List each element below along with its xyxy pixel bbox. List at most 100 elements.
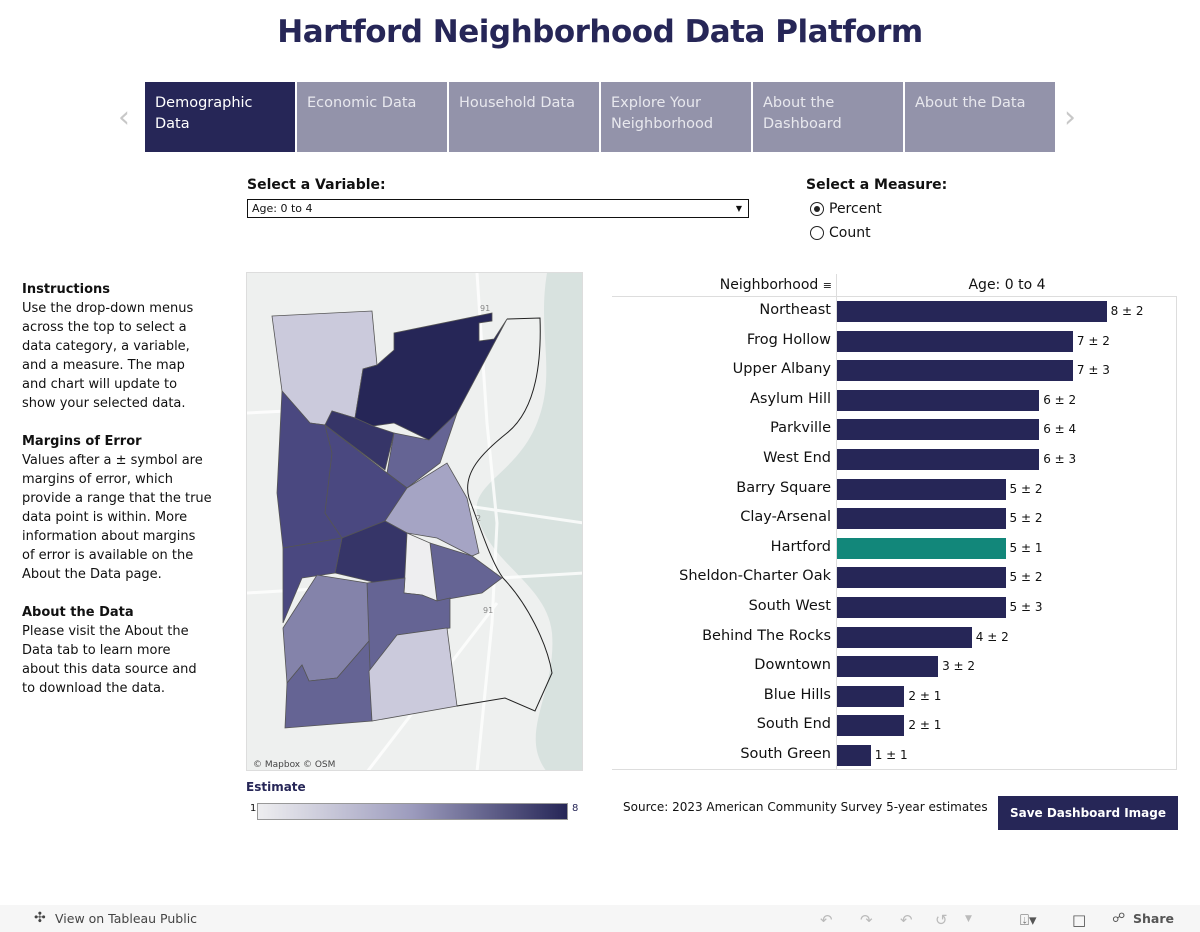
region-south-green[interactable] xyxy=(403,532,438,602)
tab-about-dashboard[interactable]: About the Dashboard xyxy=(753,82,903,152)
region-downtown[interactable] xyxy=(384,462,480,557)
save-dashboard-image-button[interactable]: Save Dashboard Image xyxy=(998,796,1178,830)
bar-upper-albany[interactable] xyxy=(837,360,1073,382)
share-icon[interactable]: ☍ xyxy=(1112,911,1126,926)
revert-icon[interactable]: ↶ xyxy=(900,911,913,929)
bar-asylum-hill[interactable] xyxy=(837,389,1040,411)
bar-value-label: 4 ± 2 xyxy=(975,629,1009,644)
bar-value-label: 5 ± 2 xyxy=(1009,570,1043,585)
row-label: Asylum Hill xyxy=(750,390,831,407)
variable-dropdown[interactable]: Age: 0 to 4 ▼ xyxy=(247,199,749,218)
tab-demographic-data[interactable]: Demographic Data xyxy=(145,82,295,152)
row-label: West End xyxy=(763,450,831,466)
row-label: South Green xyxy=(740,746,831,762)
road-label-i91: 91 xyxy=(480,304,490,313)
bar-parkville[interactable] xyxy=(837,419,1040,441)
bar-clay-arsenal[interactable] xyxy=(837,508,1006,530)
legend-min: 1 xyxy=(250,803,257,814)
bar-west-end[interactable] xyxy=(837,449,1040,470)
bar-blue-hills[interactable] xyxy=(837,685,905,707)
legend-max: 8 xyxy=(572,803,579,814)
refresh-icon[interactable]: ↺ xyxy=(935,911,948,929)
measure-label: Select a Measure: xyxy=(806,177,948,193)
tab-economic-data[interactable]: Economic Data xyxy=(297,82,447,152)
bar-value-label: 6 ± 4 xyxy=(1043,422,1077,437)
bar-barry-square[interactable] xyxy=(837,478,1006,500)
river xyxy=(476,273,582,770)
row-label: Frog Hollow xyxy=(746,331,831,348)
undo-icon[interactable]: ↶ xyxy=(820,911,833,929)
region-south-end[interactable] xyxy=(368,627,458,722)
tableau-toolbar: ✣ View on Tableau Public ↶ ↷ ↶ ↺ ▼ ⍗▾ □ … xyxy=(0,905,1200,932)
download-icon[interactable]: ⍗▾ xyxy=(1020,911,1037,929)
variable-value: Age: 0 to 4 xyxy=(252,202,313,215)
row-label: Clay-Arsenal xyxy=(740,509,831,526)
tab-about-data[interactable]: About the Data xyxy=(905,82,1055,152)
map-attribution: © Mapbox © OSM xyxy=(253,760,335,770)
legend-title: Estimate xyxy=(246,780,306,794)
row-label: Upper Albany xyxy=(732,361,831,378)
bar-south-end[interactable] xyxy=(837,715,905,737)
bar-sheldon-charter-oak[interactable] xyxy=(837,567,1006,589)
bar-northeast[interactable] xyxy=(837,301,1107,322)
bar-value-label: 8 ± 2 xyxy=(1110,304,1144,318)
radio-selected-icon xyxy=(810,202,824,216)
bar-south-green[interactable] xyxy=(837,745,871,766)
redo-icon[interactable]: ↷ xyxy=(860,911,873,929)
row-label: Blue Hills xyxy=(763,686,831,703)
radio-percent-label: Percent xyxy=(829,201,882,217)
bar-frog-hollow[interactable] xyxy=(837,330,1073,352)
neighborhood-map[interactable]: © Mapbox © OSM 91 2 91 xyxy=(246,272,583,771)
about-text: Please visit the About the Data tab to l… xyxy=(22,624,197,696)
tab-household-data[interactable]: Household Data xyxy=(449,82,599,152)
bar-behind-the-rocks[interactable] xyxy=(837,626,972,648)
region-south-west[interactable] xyxy=(284,639,373,729)
tableau-logo-icon: ✣ xyxy=(34,910,46,926)
bar-value-label: 6 ± 3 xyxy=(1043,452,1077,466)
row-label: Downtown xyxy=(754,657,831,674)
variable-label: Select a Variable: xyxy=(247,177,386,193)
row-label: Hartford xyxy=(770,538,831,555)
bar-value-label: 1 ± 1 xyxy=(874,748,908,762)
tab-explore-neighborhood[interactable]: Explore Your Neighborhood xyxy=(601,82,751,152)
refresh-dropdown-icon[interactable]: ▼ xyxy=(965,914,972,924)
bar-value-label: 5 ± 2 xyxy=(1009,481,1043,496)
row-label: Northeast xyxy=(759,302,831,318)
bar-value-label: 6 ± 2 xyxy=(1043,392,1077,407)
neighborhood-column-header[interactable]: Neighborhood ≡ xyxy=(719,277,832,293)
bar-south-west[interactable] xyxy=(837,597,1006,618)
tabs-next-arrow-icon[interactable]: › xyxy=(1064,100,1076,135)
radio-count[interactable]: Count xyxy=(810,225,871,241)
about-heading: About the Data xyxy=(22,605,134,620)
bar-hartford[interactable] xyxy=(837,537,1006,559)
city-boundary xyxy=(456,317,553,712)
fullscreen-icon[interactable]: □ xyxy=(1072,911,1087,929)
chart-divider xyxy=(836,274,837,770)
road-label-i91-south: 91 xyxy=(483,606,493,615)
row-label: Sheldon-Charter Oak xyxy=(679,568,831,585)
bar-value-label: 5 ± 2 xyxy=(1009,511,1043,526)
bar-value-label: 2 ± 1 xyxy=(908,688,942,703)
bar-value-label: 5 ± 3 xyxy=(1009,600,1043,614)
bar-value-label: 2 ± 1 xyxy=(908,718,942,733)
row-label: Parkville xyxy=(770,420,831,437)
source-note: Source: 2023 American Community Survey 5… xyxy=(623,800,988,814)
radio-percent[interactable]: Percent xyxy=(810,201,882,217)
value-column-header: Age: 0 to 4 xyxy=(968,277,1046,293)
bar-value-label: 5 ± 1 xyxy=(1009,540,1043,555)
bar-chart: Northeast 8 ± 2 Frog Hollow 7 ± 2 Upper Alba… xyxy=(612,297,1177,770)
sort-icon[interactable]: ≡ xyxy=(822,279,832,292)
row-label: Behind The Rocks xyxy=(702,627,831,644)
page-title: Hartford Neighborhood Data Platform xyxy=(277,14,923,50)
view-on-tableau-link[interactable]: View on Tableau Public xyxy=(55,911,198,926)
bar-value-label: 7 ± 2 xyxy=(1076,333,1110,348)
row-label: Barry Square xyxy=(736,479,831,496)
tabs-prev-arrow-icon[interactable]: ‹ xyxy=(118,100,130,135)
moe-heading: Margins of Error xyxy=(22,434,142,449)
bar-downtown[interactable] xyxy=(837,656,939,678)
sidebar-instructions: Instructions Use the drop-down menus acr… xyxy=(22,280,212,717)
dropdown-arrow-icon: ▼ xyxy=(735,204,742,213)
instructions-text: Use the drop-down menus across the top t… xyxy=(22,301,194,411)
share-button[interactable]: Share xyxy=(1133,911,1174,926)
row-label: South West xyxy=(748,598,831,614)
